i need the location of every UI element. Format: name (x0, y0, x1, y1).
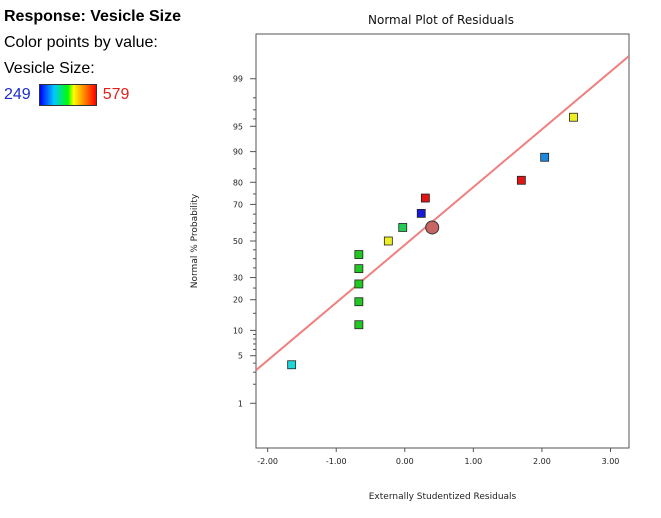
data-point (383, 236, 393, 246)
chart-title: Normal Plot of Residuals (368, 13, 514, 27)
legend-title: Response: Vesicle Size (4, 8, 181, 25)
data-point (540, 152, 550, 162)
data-point (287, 360, 297, 370)
x-tick-label: 3.00 (602, 457, 620, 466)
legend-variable-label: Vesicle Size: (4, 60, 95, 77)
y-tick-label: 80 (233, 178, 243, 187)
legend-gradient-bar (38, 84, 97, 106)
y-tick-label: 99 (233, 75, 243, 84)
x-tick-label: -2.00 (257, 457, 278, 466)
data-point (516, 175, 526, 185)
y-tick-label: 20 (233, 296, 243, 305)
color-legend: Response: Vesicle Size Color points by v… (4, 6, 181, 106)
legend-min-value: 249 (4, 86, 31, 103)
x-tick-label: -1.00 (326, 457, 347, 466)
data-point (569, 112, 578, 122)
y-tick-label: 50 (233, 237, 243, 246)
reference-line (256, 55, 629, 371)
y-tick-label: 70 (233, 200, 243, 209)
data-point (354, 264, 364, 274)
y-tick-label: 95 (233, 122, 243, 131)
x-axis-title: Externally Studentized Residuals (369, 492, 517, 502)
y-axis-title: Normal % Probability (190, 193, 200, 288)
legend-color-by-label: Color points by value: (4, 34, 158, 51)
data-point (416, 208, 426, 218)
data-point (354, 279, 364, 289)
y-tick-label: 90 (233, 148, 243, 157)
y-tick-label: 10 (233, 326, 243, 335)
x-tick-label: 2.00 (533, 457, 551, 466)
data-point (354, 320, 364, 330)
data-point (420, 193, 430, 203)
x-tick-label: 1.00 (464, 457, 482, 466)
data-point (354, 297, 364, 307)
y-tick-label: 5 (238, 352, 243, 361)
data-point (354, 250, 364, 259)
legend-max-value: 579 (102, 86, 130, 103)
x-tick-label: 0.00 (396, 457, 414, 466)
data-point (398, 223, 408, 232)
data-point-circle (425, 220, 440, 235)
legend-scale: 249 579 (4, 84, 181, 106)
plot-area (255, 33, 630, 449)
y-tick-label: 30 (233, 274, 243, 283)
y-tick-label: 1 (238, 399, 243, 408)
